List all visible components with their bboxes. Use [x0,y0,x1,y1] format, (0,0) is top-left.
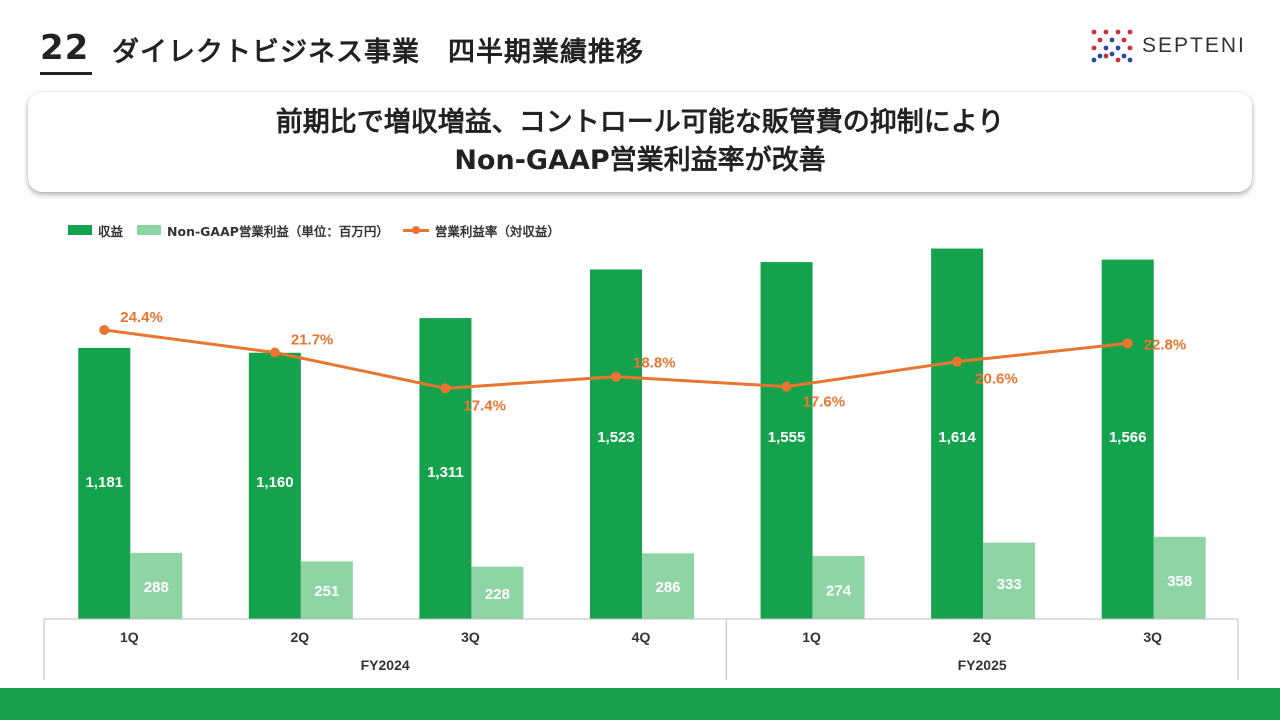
headline-box: 前期比で増収増益、コントロール可能な販管費の抑制により Non-GAAP営業利益… [28,92,1252,192]
profit-value-label: 228 [485,586,510,603]
quarter-label: 4Q [632,629,651,645]
legend-item-revenue: 収益 [68,221,123,240]
margin-point [952,356,963,367]
margin-point [440,383,451,394]
legend-swatch-profit [137,225,162,235]
legend-label-margin: 営業利益率（対収益） [434,223,560,239]
margin-value-label: 22.8% [1144,336,1187,353]
margin-value-label: 18.8% [633,355,676,372]
page-number-underline [40,72,92,75]
margin-value-label: 21.7% [291,332,334,349]
quarter-label: 1Q [120,629,139,645]
quarter-label: 2Q [291,629,310,645]
fiscal-year-label: FY2024 [361,657,410,673]
profit-bar [1153,536,1206,619]
revenue-bar [419,318,472,619]
logo-text: SEPTENI [1142,34,1246,57]
margin-point [1122,338,1133,349]
revenue-bar [760,262,813,619]
profit-bar [983,542,1036,619]
margin-point [781,381,792,392]
margin-value-label: 20.6% [975,371,1018,388]
margin-value-label: 24.4% [120,309,163,326]
revenue-value-label: 1,566 [1109,429,1147,446]
revenue-bar [1101,259,1154,619]
margin-value-label: 17.4% [463,397,506,414]
septeni-logo: SEPTENI [1090,28,1246,64]
revenue-value-label: 1,614 [938,429,976,446]
margin-value-label: 17.6% [803,394,846,411]
profit-value-label: 251 [314,583,339,600]
margin-point [611,371,621,382]
revenue-value-label: 1,311 [427,464,464,481]
revenue-bar [590,269,642,619]
legend-swatch-revenue [68,225,92,235]
page-number: 22 [40,28,90,68]
revenue-bar [248,352,301,619]
septeni-logo-icon [1091,29,1133,63]
revenue-value-label: 1,523 [597,429,635,446]
legend-label-profit: Non-GAAP営業利益（単位：百万円） [167,223,389,239]
legend-item-profit: Non-GAAP営業利益（単位：百万円） [137,221,389,240]
revenue-bar [931,248,984,619]
legend-label-revenue: 収益 [98,223,124,239]
legend-swatch-margin [402,225,429,235]
profit-value-label: 288 [144,579,169,596]
chart-legend: 収益 Non-GAAP営業利益（単位：百万円） 営業利益率（対収益） [68,220,574,240]
bottom-bar [0,688,1280,720]
revenue-value-label: 1,160 [256,474,294,491]
profit-value-label: 274 [826,583,852,600]
headline-line-1: 前期比で増収増益、コントロール可能な販管費の抑制により [275,107,1005,138]
quarter-label: 3Q [1143,629,1162,645]
legend-item-margin: 営業利益率（対収益） [402,221,560,240]
quarter-label: 2Q [973,629,992,645]
profit-bar [300,561,353,619]
profit-bar [812,556,865,619]
revenue-value-label: 1,555 [768,429,806,446]
profit-bar [471,566,524,619]
revenue-bar [78,347,131,619]
margin-point [99,325,110,335]
profit-value-label: 358 [1167,573,1192,590]
margin-point [269,347,280,358]
quarter-label: 3Q [461,629,480,645]
headline-line-2: Non-GAAP営業利益率が改善 [454,145,826,176]
profit-bar [130,552,183,619]
quarter-label: 1Q [802,629,821,645]
profit-value-label: 286 [655,579,680,596]
profit-value-label: 333 [997,576,1022,593]
page-title: ダイレクトビジネス事業 四半期業績推移 [112,37,644,68]
revenue-value-label: 1,181 [86,474,124,491]
fiscal-year-label: FY2025 [958,657,1007,673]
profit-bar [642,553,694,619]
